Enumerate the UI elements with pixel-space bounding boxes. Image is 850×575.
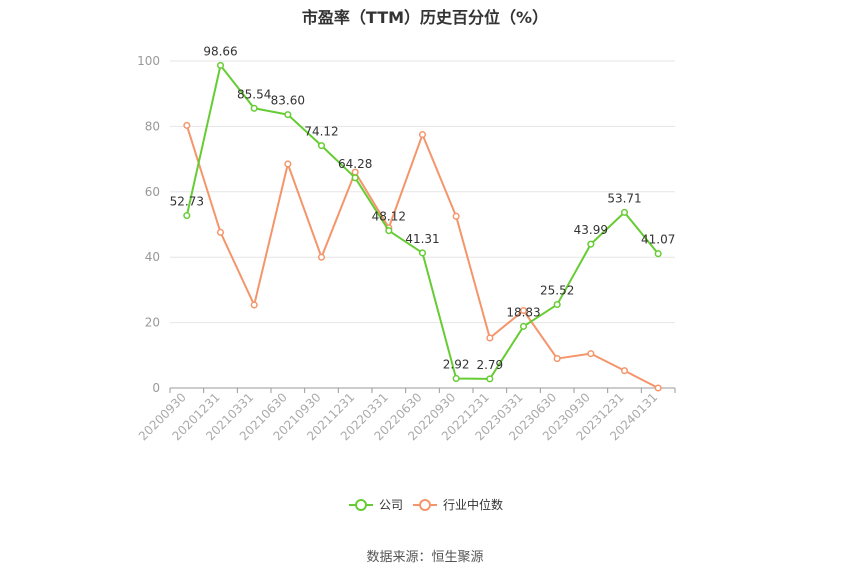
- data-point-company: [519, 322, 528, 330]
- data-label: 2.79: [476, 358, 503, 372]
- data-point-company: [486, 375, 494, 383]
- data-label: 52.73: [170, 195, 204, 209]
- data-label: 41.31: [405, 232, 439, 246]
- data-point-industry: [317, 253, 326, 261]
- data-label: 74.12: [304, 125, 338, 139]
- data-point-company: [317, 142, 326, 150]
- legend-label-company: 公司: [379, 498, 403, 512]
- data-label: 18.83: [506, 305, 540, 319]
- data-point-industry: [486, 334, 494, 342]
- y-tick-label: 20: [145, 316, 160, 330]
- data-point-company: [452, 374, 460, 383]
- data-point-industry: [216, 228, 225, 236]
- data-point-company: [553, 300, 561, 309]
- data-label: 25.52: [540, 284, 574, 298]
- data-point-industry: [284, 160, 292, 168]
- series-line-company: [185, 64, 659, 380]
- y-tick-label: 60: [145, 185, 160, 199]
- data-point-industry: [183, 121, 191, 129]
- data-source: 数据来源：恒生聚源: [366, 550, 484, 565]
- data-label: 85.54: [237, 87, 271, 101]
- data-point-industry: [519, 306, 528, 315]
- data-label: 43.99: [574, 223, 608, 237]
- data-point-industry: [654, 384, 662, 392]
- data-point-industry: [250, 301, 258, 309]
- data-label: 41.07: [641, 233, 675, 247]
- data-point-company: [620, 208, 629, 216]
- data-label: 48.12: [372, 210, 406, 224]
- data-point-company: [183, 212, 191, 220]
- data-point-company: [654, 250, 662, 258]
- y-tick-label: 80: [145, 119, 160, 133]
- data-point-company: [351, 174, 359, 182]
- data-point-company: [284, 111, 292, 119]
- data-point-industry: [418, 131, 427, 139]
- chart-title: 市盈率（TTM）历史百分位（%）: [301, 8, 549, 27]
- data-point-industry: [620, 367, 629, 375]
- data-label: 53.71: [607, 191, 641, 205]
- legend-marker-company: [355, 499, 367, 511]
- data-point-industry: [587, 350, 595, 358]
- data-point-company: [216, 61, 225, 69]
- legend-marker-industry: [419, 499, 431, 511]
- y-tick-label: 100: [137, 54, 160, 68]
- data-label: 2.92: [443, 357, 470, 371]
- data-point-company: [587, 240, 595, 248]
- legend-label-industry: 行业中位数: [443, 497, 503, 512]
- data-label: 64.28: [338, 157, 372, 171]
- data-label: 83.60: [271, 94, 305, 108]
- data-label: 98.66: [203, 44, 237, 58]
- data-point-company: [418, 249, 427, 257]
- y-tick-label: 40: [145, 250, 160, 264]
- y-tick-label: 0: [152, 381, 160, 395]
- data-point-company: [250, 104, 258, 112]
- data-point-industry: [553, 355, 561, 363]
- data-point-company: [385, 227, 393, 235]
- data-point-industry: [452, 212, 460, 220]
